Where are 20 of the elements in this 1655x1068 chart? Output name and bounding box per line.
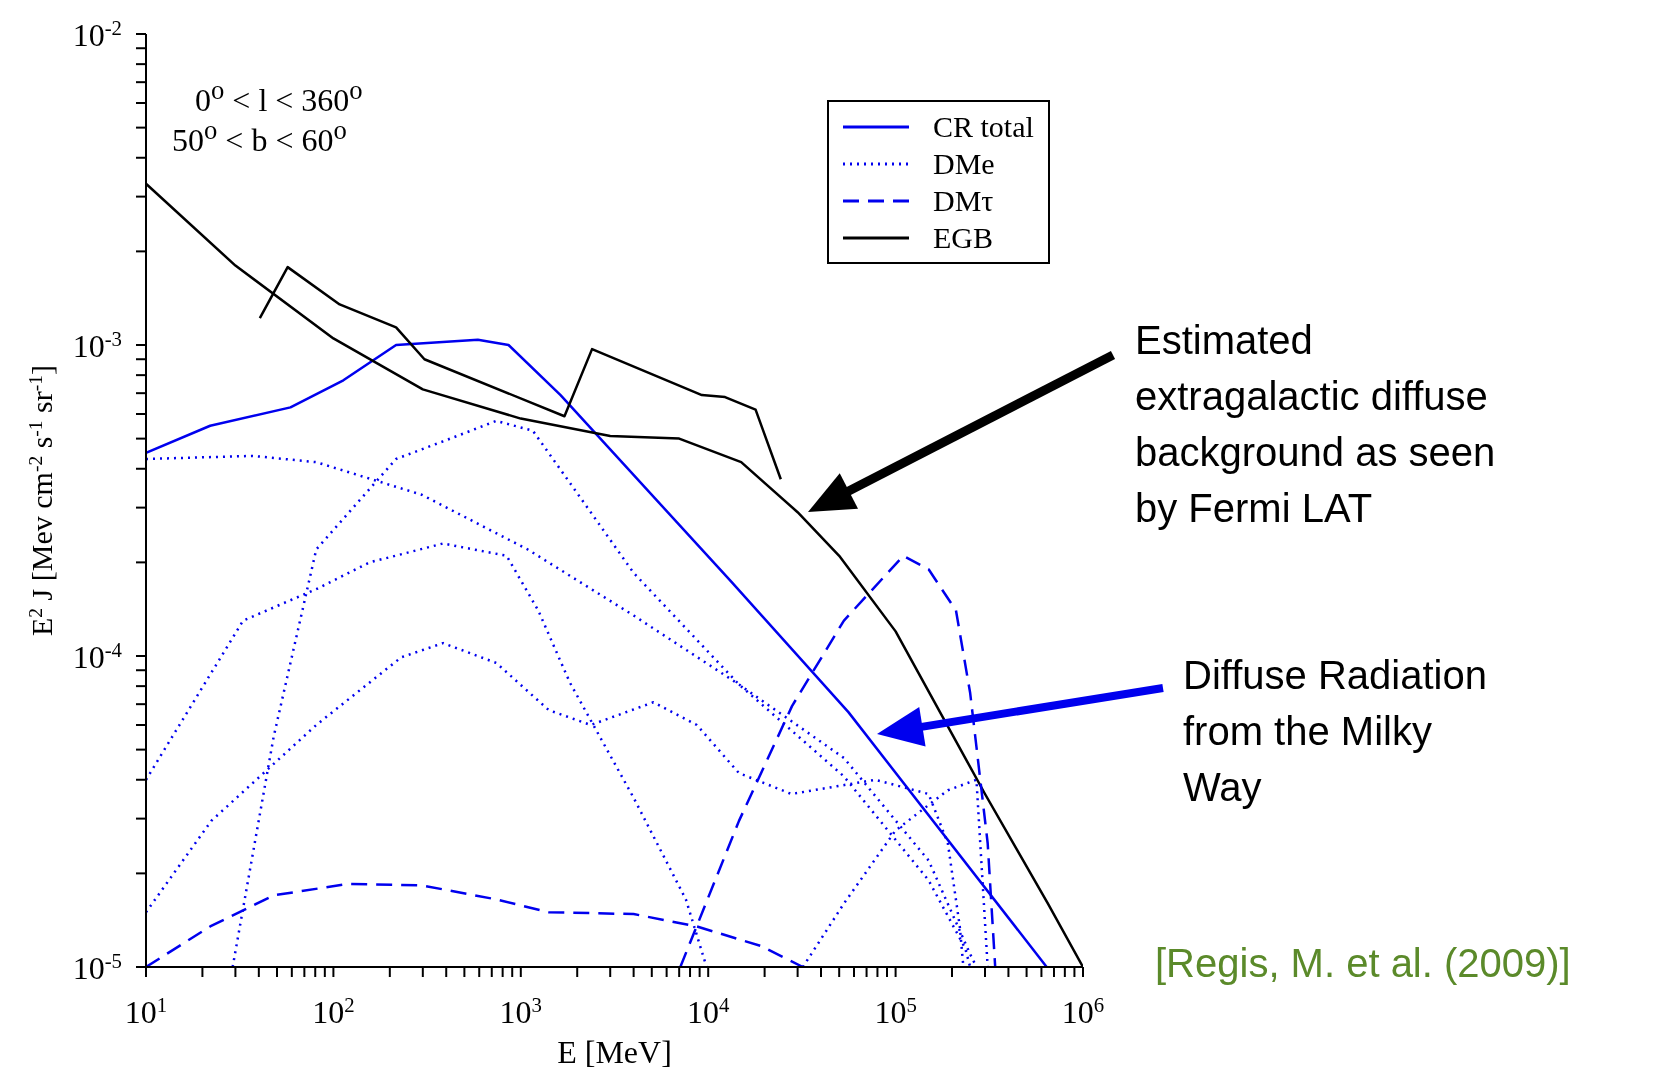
y-tick-label: 10$^{-5}$ xyxy=(72,948,122,986)
x-tick-label: 10$^{4}$ xyxy=(687,992,730,1030)
y-tick-label: 10$^{-2}$ xyxy=(72,15,122,53)
text: [Regis, M. et al. (2009)] xyxy=(1155,940,1571,987)
legend-label: DMτ xyxy=(933,183,994,218)
x-axis-title: E [MeV] xyxy=(557,1034,672,1068)
x-tick-label: 10$^{5}$ xyxy=(874,992,917,1030)
x-tick-label: 10$^{2}$ xyxy=(312,992,355,1030)
annotation: 0$^{o}$ < l < 360$^{o}$ xyxy=(195,75,363,118)
text: Diffuse Radiation from the Milky Way xyxy=(1183,652,1488,811)
y-tick-label: 10$^{-3}$ xyxy=(72,326,122,364)
annotation: 50$^{o}$ < b < 60$^{o}$ xyxy=(172,115,347,158)
legend-label: CR total xyxy=(933,109,1034,144)
x-tick-label: 10$^{1}$ xyxy=(124,992,168,1030)
legend-label: DMe xyxy=(933,146,995,181)
legend-label: EGB xyxy=(933,220,993,255)
x-tick-label: 10$^{6}$ xyxy=(1061,992,1105,1030)
text: Estimated extragalactic diffuse background as seen by Fermi LAT xyxy=(1135,317,1497,532)
y-tick-label: 10$^{-4}$ xyxy=(72,637,123,675)
x-tick-label: 10$^{3}$ xyxy=(499,992,542,1030)
